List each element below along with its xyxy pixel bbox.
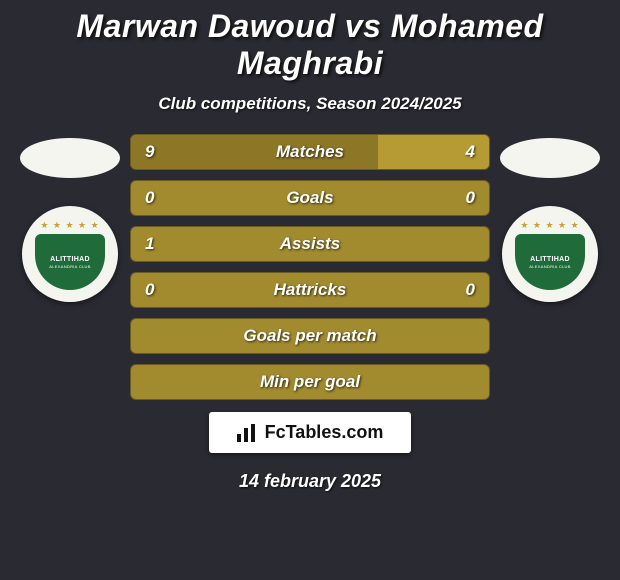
right-club-crest: ★ ★ ★ ★ ★ ALITTIHAD ALEXANDRIA CLUB [502, 206, 598, 302]
stat-left-value: 0 [145, 280, 154, 300]
crest-stars-icon: ★ ★ ★ ★ ★ [514, 220, 586, 231]
right-country-oval [500, 138, 600, 178]
stat-left-value: 9 [145, 142, 154, 162]
stat-bar: 0 0 Hattricks [130, 272, 490, 308]
bar-chart-icon [237, 424, 259, 442]
shield-icon: ALITTIHAD ALEXANDRIA CLUB [515, 234, 585, 290]
stat-right-value: 0 [466, 188, 475, 208]
stat-bar: 9 4 Matches [130, 134, 490, 170]
crest-subtext: ALEXANDRIA CLUB [529, 264, 570, 269]
crest-text: ALITTIHAD [50, 256, 90, 263]
crest-text: ALITTIHAD [530, 256, 570, 263]
stat-bar: Goals per match [130, 318, 490, 354]
brand-badge: FcTables.com [209, 412, 412, 453]
left-club-crest: ★ ★ ★ ★ ★ ALITTIHAD ALEXANDRIA CLUB [22, 206, 118, 302]
stat-right-value: 4 [466, 142, 475, 162]
right-player-column: ★ ★ ★ ★ ★ ALITTIHAD ALEXANDRIA CLUB [490, 134, 610, 302]
page-title: Marwan Dawoud vs Mohamed Maghrabi [0, 8, 620, 82]
stat-left-value: 1 [145, 234, 154, 254]
stat-bar: Min per goal [130, 364, 490, 400]
stat-label: Hattricks [274, 280, 347, 300]
stat-label: Matches [276, 142, 344, 162]
stat-left-value: 0 [145, 188, 154, 208]
crest-subtext: ALEXANDRIA CLUB [49, 264, 90, 269]
stat-label: Min per goal [260, 372, 360, 392]
stat-right-value: 0 [466, 280, 475, 300]
stat-label: Assists [280, 234, 340, 254]
comparison-card: Marwan Dawoud vs Mohamed Maghrabi Club c… [0, 0, 620, 492]
brand-text: FcTables.com [265, 422, 384, 443]
left-country-oval [20, 138, 120, 178]
stat-bar: 1 Assists [130, 226, 490, 262]
stat-bars: 9 4 Matches 0 0 Goals 1 Assists 0 0 Hattricks Goals… [130, 134, 490, 400]
page-subtitle: Club competitions, Season 2024/2025 [158, 94, 461, 114]
main-row: ★ ★ ★ ★ ★ ALITTIHAD ALEXANDRIA CLUB 9 4 Ma… [0, 134, 620, 400]
snapshot-date: 14 february 2025 [239, 471, 381, 492]
left-player-column: ★ ★ ★ ★ ★ ALITTIHAD ALEXANDRIA CLUB [10, 134, 130, 302]
shield-icon: ALITTIHAD ALEXANDRIA CLUB [35, 234, 105, 290]
crest-stars-icon: ★ ★ ★ ★ ★ [34, 220, 106, 231]
stat-bar: 0 0 Goals [130, 180, 490, 216]
stat-label: Goals [286, 188, 333, 208]
stat-label: Goals per match [243, 326, 376, 346]
